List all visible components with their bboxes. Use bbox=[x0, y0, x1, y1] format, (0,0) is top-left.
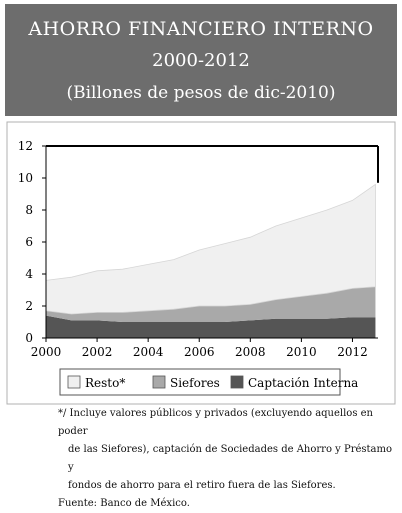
footnote-line-2: de las Siefores), captación de Sociedade… bbox=[68, 444, 393, 473]
chart-header: AHORRO FINANCIERO INTERNO 2000-2012 (Bil… bbox=[5, 4, 397, 116]
legend-label-1: Resto* bbox=[85, 376, 125, 390]
y-tick-label: 0 bbox=[25, 331, 33, 345]
area-captaci-n-interna bbox=[46, 315, 376, 338]
y-tick-label: 12 bbox=[18, 139, 33, 153]
x-tick-label: 2004 bbox=[133, 345, 164, 359]
x-tick-label: 2002 bbox=[82, 345, 113, 359]
stacked-area-chart: 0 2 4 6 8 10 12 2000 2002 2004 2006 2008 2010 2012 Res… bbox=[6, 121, 396, 405]
footnote-line-3: fondos de ahorro para el retiro fuera de… bbox=[68, 480, 336, 491]
y-tick-label: 2 bbox=[25, 299, 33, 313]
area-siefores bbox=[46, 286, 376, 322]
source-note: Fuente: Banco de México. bbox=[58, 498, 190, 509]
area-resto bbox=[45, 183, 376, 315]
chart-frame bbox=[6, 121, 396, 405]
y-tick-label: 8 bbox=[25, 203, 33, 217]
x-tick-label: 2010 bbox=[286, 345, 317, 359]
x-tick-label: 2012 bbox=[337, 345, 368, 359]
footnote-line-1: */ Incluye valores públicos y privados (… bbox=[58, 408, 373, 437]
chart-title: AHORRO FINANCIERO INTERNO bbox=[28, 18, 374, 40]
y-tick-label: 10 bbox=[18, 171, 33, 185]
x-tick-label: 2008 bbox=[235, 345, 266, 359]
chart-units: (Billones de pesos de dic-2010) bbox=[66, 83, 336, 103]
legend-label-2: Siefores bbox=[170, 376, 220, 390]
footnote: */ Incluye valores públicos y privados (… bbox=[58, 405, 398, 513]
legend-label-3: Captación Interna bbox=[248, 376, 358, 390]
legend-swatch-2 bbox=[152, 375, 166, 389]
legend-swatch-1 bbox=[67, 375, 81, 389]
y-tick-label: 4 bbox=[25, 267, 33, 281]
legend-box bbox=[59, 368, 341, 396]
x-tick-label: 2006 bbox=[184, 345, 215, 359]
y-tick-label: 6 bbox=[25, 235, 33, 249]
chart-period: 2000-2012 bbox=[152, 50, 250, 71]
legend-swatch-3 bbox=[230, 375, 244, 389]
x-tick-label: 2000 bbox=[31, 345, 62, 359]
